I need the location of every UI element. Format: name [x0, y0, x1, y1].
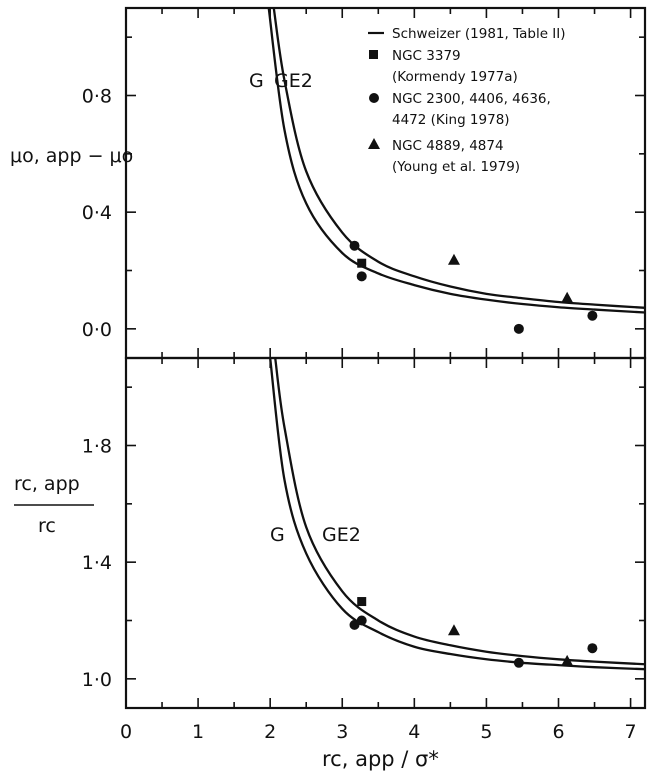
legend-circle-marker	[369, 93, 379, 103]
legend-square-marker	[369, 50, 378, 59]
top-panel: 0·0 0·4 0·8 G GE2 μo, app − μo Schweizer (…	[10, 6, 647, 360]
top-point-square	[357, 258, 367, 268]
bottom-points	[349, 597, 598, 668]
x-tick-label: 2	[264, 721, 276, 743]
x-tick-label: 7	[625, 721, 637, 743]
top-points	[349, 240, 598, 334]
top-y-axis-label: μo, app − μo	[10, 145, 133, 167]
bottom-curve-g	[269, 357, 646, 671]
x-axis-label: rc, app / σ*	[322, 747, 439, 771]
top-y-tick-label: 0·4	[82, 202, 112, 224]
bottom-y-axis-label-denominator: rc	[38, 515, 56, 537]
bottom-y-tick-label: 1·0	[82, 669, 112, 691]
x-tick-label: 4	[408, 721, 420, 743]
top-curve-label-ge2: GE2	[274, 70, 313, 92]
bottom-point-triangle	[561, 654, 574, 666]
legend-entry-text: (Young et al. 1979)	[392, 159, 520, 175]
bottom-curve-ge2	[274, 357, 646, 666]
x-tick-label: 6	[552, 721, 564, 743]
bottom-point-circle	[587, 643, 598, 654]
bottom-point-circle	[513, 657, 524, 668]
bottom-point-circle	[356, 615, 367, 626]
x-tick-label: 5	[480, 721, 492, 743]
x-tick-label: 1	[192, 721, 204, 743]
bottom-point-triangle	[447, 624, 460, 636]
bottom-point-square	[357, 597, 367, 607]
legend-entry-text: NGC 3379	[392, 48, 461, 64]
top-y-tick-label: 0·0	[82, 319, 112, 341]
bottom-panel: 1·0 1·4 1·8 0 1 2 3 4 5 6 7 G GE2 rc, app rc rc, a…	[14, 356, 647, 771]
top-curve-label-g: G	[249, 70, 264, 92]
top-curves	[267, 7, 646, 314]
bottom-plot-frame	[124, 356, 647, 710]
legend-entry-text: NGC 4889, 4874	[392, 138, 504, 154]
bottom-point-circle	[349, 619, 360, 630]
top-point-circle	[587, 310, 598, 321]
legend: Schweizer (1981, Table II) NGC 3379 (Korme…	[368, 26, 566, 175]
top-point-circle	[349, 240, 360, 251]
top-point-triangle	[447, 253, 460, 265]
bottom-y-axis-label-numerator: rc, app	[14, 473, 80, 495]
legend-entry-text: NGC 2300, 4406, 4636,	[392, 91, 551, 107]
x-tick-label: 0	[120, 721, 132, 743]
legend-entry-text: (Kormendy 1977a)	[392, 69, 518, 85]
top-point-circle	[356, 271, 367, 282]
bottom-ticks: 1·0 1·4 1·8 0 1 2 3 4 5 6 7	[82, 358, 645, 743]
legend-entry-text: 4472 (King 1978)	[392, 112, 510, 128]
bottom-curve-label-ge2: GE2	[322, 524, 361, 546]
top-curve-ge2	[272, 7, 646, 309]
top-point-triangle	[561, 291, 574, 303]
bottom-curve-label-g: G	[270, 524, 285, 546]
top-y-tick-label: 0·8	[82, 86, 112, 108]
top-curve-g	[267, 7, 646, 314]
top-point-circle	[513, 323, 524, 334]
bottom-y-tick-label: 1·8	[82, 436, 112, 458]
bottom-y-tick-label: 1·4	[82, 552, 112, 574]
top-ticks: 0·0 0·4 0·8	[82, 8, 645, 358]
legend-triangle-marker	[368, 138, 380, 149]
top-plot-frame	[124, 6, 647, 360]
bottom-curves	[269, 357, 646, 671]
legend-entry-text: Schweizer (1981, Table II)	[392, 26, 566, 42]
x-tick-label: 3	[336, 721, 348, 743]
